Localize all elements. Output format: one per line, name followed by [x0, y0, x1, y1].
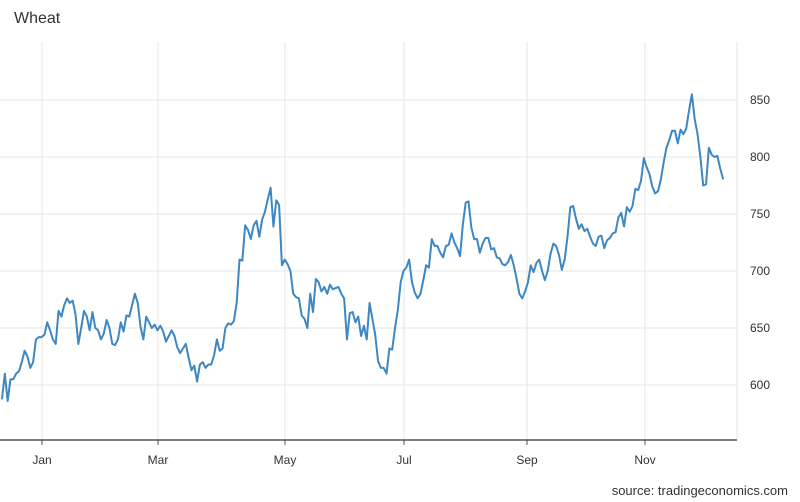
- series-line: [1, 93, 724, 402]
- x-tick-label: May: [274, 453, 297, 467]
- y-tick-label: 800: [750, 150, 770, 164]
- chart-series: [1, 93, 724, 402]
- tick-labels: 600 650 700 750 800 850 Jan Mar May Jul Sep Nov: [32, 93, 770, 467]
- x-tick-label: Sep: [516, 453, 538, 467]
- x-tick-label: Nov: [634, 453, 655, 467]
- x-tick-label: Jan: [32, 453, 51, 467]
- y-tick-label: 650: [750, 321, 770, 335]
- x-tick-label: Mar: [148, 453, 169, 467]
- chart-grid: [0, 42, 738, 440]
- chart-title: Wheat: [14, 10, 61, 27]
- y-tick-label: 850: [750, 93, 770, 107]
- chart-axes: [0, 439, 737, 445]
- y-tick-label: 600: [750, 378, 770, 392]
- y-tick-label: 750: [750, 207, 770, 221]
- source-note: source: tradingeconomics.com: [611, 483, 788, 498]
- x-tick-label: Jul: [396, 453, 411, 467]
- y-tick-label: 700: [750, 264, 770, 278]
